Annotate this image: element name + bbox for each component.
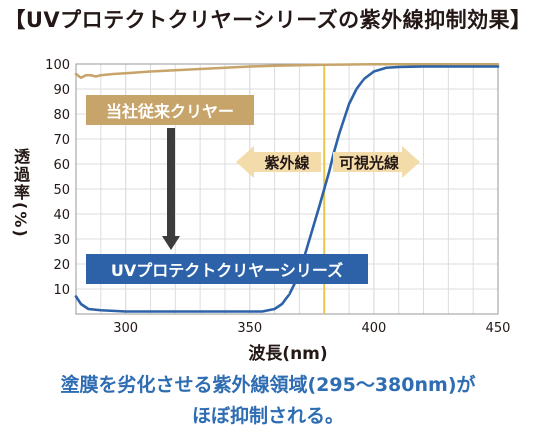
x-tick-label: 300 [113, 321, 138, 336]
uv-series-label: UVプロテクトクリヤーシリーズ [111, 261, 343, 280]
y-tick-label: 80 [53, 108, 70, 123]
uv-series-label-box [86, 254, 368, 284]
visible-region-arrow [333, 146, 420, 178]
chart-title: 【UVプロテクトクリヤーシリーズの紫外線抑制効果】 [4, 8, 532, 32]
visible-region-label: 可視光線 [339, 154, 399, 172]
y-axis-label: 透過率(%) [11, 148, 30, 239]
uv-region-label: 紫外線 [264, 154, 309, 172]
x-tick-label: 400 [361, 321, 386, 336]
y-tick-label: 10 [53, 283, 70, 298]
down-arrow-head [162, 236, 180, 250]
y-tick-label: 20 [53, 258, 70, 273]
y-tick-label: 50 [53, 183, 70, 198]
plot-frame [75, 63, 499, 315]
conventional-label: 当社従来クリヤー [106, 102, 234, 121]
y-tick-label: 30 [53, 233, 70, 248]
x-tick-label: 450 [486, 321, 511, 336]
caption-line-2: ほぼ抑制される。 [191, 405, 344, 427]
uv-region-arrow [236, 146, 321, 178]
down-arrow-shaft [167, 128, 175, 236]
y-tick-label: 40 [53, 208, 70, 223]
tick-labels: 10 20 30 40 50 60 70 80 90 100 300 350 400 450 [45, 58, 510, 336]
y-tick-label: 70 [53, 133, 70, 148]
x-axis-label: 波長(nm) [248, 344, 328, 364]
caption: 塗膜を劣化させる紫外線領域(295〜380nm)が ほぼ抑制される。 [0, 370, 536, 432]
axes [75, 63, 499, 315]
y-tick-label: 90 [53, 83, 70, 98]
chart-annotations: 当社従来クリヤー UVプロテクトクリヤーシリーズ 紫外線 可視光線 [86, 95, 420, 284]
caption-line-1: 塗膜を劣化させる紫外線領域(295〜380nm)が [60, 374, 476, 396]
conventional-clear-line [74, 62, 500, 80]
x-tick-label: 350 [237, 321, 262, 336]
y-tick-label: 100 [45, 58, 70, 73]
uv-protect-series-line [74, 65, 500, 313]
series-lines [74, 62, 500, 313]
conventional-label-box [86, 95, 254, 125]
y-tick-label: 60 [53, 158, 70, 173]
